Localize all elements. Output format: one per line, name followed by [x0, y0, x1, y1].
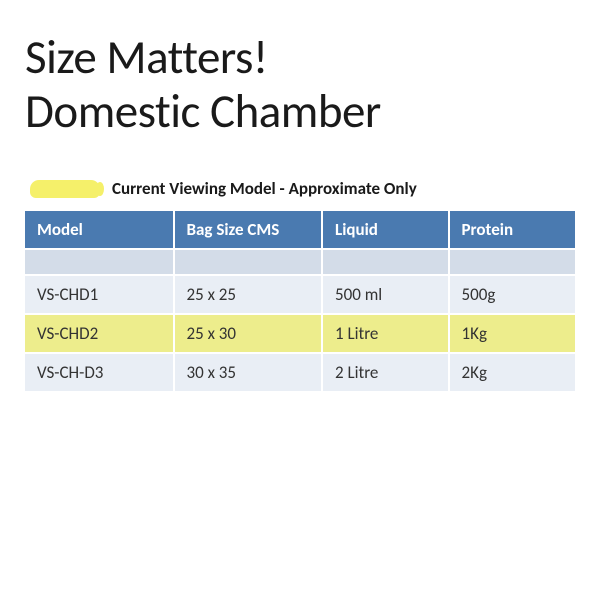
cell-protein: 2Kg	[449, 353, 576, 391]
cell-bagsize: 25 x 25	[174, 275, 323, 314]
heading-line-1: Size Matters!	[25, 28, 268, 86]
cell-protein: 500g	[449, 275, 576, 314]
cell-liquid: 500 ml	[322, 275, 449, 314]
table-header-row: Model Bag Size CMS Liquid Protein	[25, 211, 575, 249]
table-row: VS-CH-D3 30 x 35 2 Litre 2Kg	[25, 353, 575, 391]
page-heading: Size Matters! Domestic Chamber	[25, 30, 575, 138]
cell-liquid: 2 Litre	[322, 353, 449, 391]
cell-model: VS-CHD1	[25, 275, 174, 314]
col-bagsize: Bag Size CMS	[174, 211, 323, 249]
cell-model: VS-CHD2	[25, 314, 174, 353]
highlight-swatch-icon	[30, 180, 100, 198]
table-row-current: VS-CHD2 25 x 30 1 Litre 1Kg	[25, 314, 575, 353]
heading-line-2: Domestic Chamber	[25, 82, 381, 140]
col-liquid: Liquid	[322, 211, 449, 249]
col-protein: Protein	[449, 211, 576, 249]
table-row: VS-CHD1 25 x 25 500 ml 500g	[25, 275, 575, 314]
cell-model: VS-CH-D3	[25, 353, 174, 391]
cell-bagsize: 30 x 35	[174, 353, 323, 391]
cell-liquid: 1 Litre	[322, 314, 449, 353]
spec-table: Model Bag Size CMS Liquid Protein VS-CHD…	[25, 211, 575, 391]
legend-row: Current Viewing Model - Approximate Only	[25, 178, 575, 199]
cell-protein: 1Kg	[449, 314, 576, 353]
legend-text: Current Viewing Model - Approximate Only	[112, 178, 417, 199]
col-model: Model	[25, 211, 174, 249]
spacer-row	[25, 249, 575, 275]
cell-bagsize: 25 x 30	[174, 314, 323, 353]
